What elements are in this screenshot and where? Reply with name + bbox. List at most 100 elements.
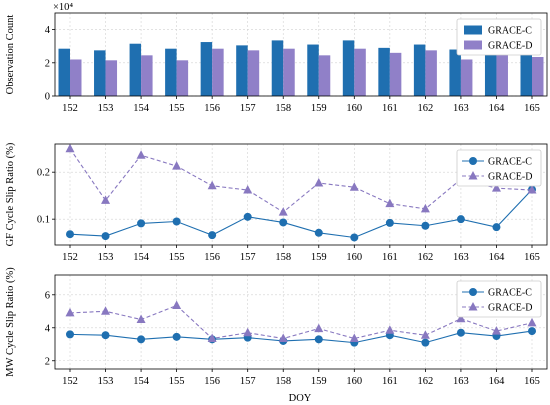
observation-count-panel: 0 2 4 152 153 154 155 156 157 158 159 160 161 162 163 1… xyxy=(5,2,548,114)
x-tick-label: 155 xyxy=(169,376,185,387)
legend-box xyxy=(456,280,542,318)
x-tick-label: 163 xyxy=(453,103,469,114)
x-tick-label: 153 xyxy=(98,376,114,387)
bar-grace-c xyxy=(58,48,70,96)
point-grace-d xyxy=(172,300,182,310)
x-tick-label: 162 xyxy=(418,252,434,263)
legend: GRACE-C GRACE-D xyxy=(456,18,542,56)
bar-grace-c xyxy=(129,43,142,96)
x-tick-label: 160 xyxy=(346,103,362,114)
point-grace-c xyxy=(492,223,501,232)
point-grace-d xyxy=(101,306,111,315)
bar-grace-c xyxy=(449,49,461,96)
bar-grace-d xyxy=(141,55,153,96)
x-tick-label: 153 xyxy=(98,103,114,114)
point-grace-c xyxy=(172,332,181,341)
point-grace-c xyxy=(421,338,430,347)
bar-grace-c xyxy=(342,40,355,96)
legend-label-grace-c: GRACE-C xyxy=(488,26,532,37)
bar-grace-d xyxy=(283,48,295,96)
x-tick-label: 155 xyxy=(169,252,185,263)
x-tick-label: 162 xyxy=(418,376,434,387)
point-grace-c xyxy=(137,335,146,344)
point-grace-c xyxy=(101,331,110,340)
point-grace-d xyxy=(207,333,217,342)
x-tick-label: 157 xyxy=(240,376,256,387)
y-tick-label: 2 xyxy=(45,356,50,367)
point-grace-c xyxy=(456,215,465,224)
bar-grace-d xyxy=(389,52,402,96)
x-tick-label: 154 xyxy=(133,103,150,114)
x-tick-label: 161 xyxy=(382,103,398,114)
point-grace-d xyxy=(349,333,359,342)
x-tick-label: 165 xyxy=(524,376,540,387)
point-grace-d xyxy=(65,307,75,317)
point-grace-c xyxy=(314,335,323,344)
point-grace-d xyxy=(527,185,537,194)
legend-label-grace-c: GRACE-C xyxy=(488,288,532,299)
legend-label-grace-d: GRACE-D xyxy=(488,303,532,314)
bar-grace-d xyxy=(70,59,82,96)
legend-marker-grace-d xyxy=(468,171,478,180)
point-grace-d xyxy=(314,323,324,333)
x-tick-label: 157 xyxy=(240,103,256,114)
point-grace-d xyxy=(420,330,430,339)
x-axis-label: DOY xyxy=(289,393,312,404)
y-axis-label: GF Cycle Slip Ratio (%) xyxy=(5,142,16,246)
bar-grace-c xyxy=(236,45,248,96)
point-grace-d xyxy=(243,185,253,194)
x-tick-label: 165 xyxy=(524,103,540,114)
x-tick-label: 153 xyxy=(98,252,114,263)
point-grace-c xyxy=(101,232,110,241)
point-grace-c xyxy=(385,218,394,227)
point-grace-d xyxy=(385,198,395,208)
bar-grace-c xyxy=(484,44,497,96)
legend-label-grace-c: GRACE-C xyxy=(488,157,532,168)
point-grace-d xyxy=(136,314,146,324)
y-axis-label: Observation Count xyxy=(5,15,16,95)
x-tick-label: 161 xyxy=(382,252,398,263)
legend-swatch-grace-c xyxy=(464,25,482,35)
series-line-grace-d xyxy=(69,148,533,213)
x-tick-label: 152 xyxy=(62,376,78,387)
point-grace-c xyxy=(172,217,181,226)
x-tick-label: 161 xyxy=(382,376,398,387)
x-tick-label: 163 xyxy=(453,252,469,263)
bar-grace-d xyxy=(176,60,189,96)
mw-slip-ratio-panel: 2 4 6 152 153 154 155 156 157 158 159 160 161 162 163 1… xyxy=(5,267,548,387)
x-tick-label: 152 xyxy=(62,252,78,263)
legend-marker-grace-c xyxy=(469,157,477,165)
legend-box xyxy=(456,149,542,187)
x-tick-label: 158 xyxy=(275,103,291,114)
y-tick-label: 2 xyxy=(45,58,50,69)
x-tick-label: 160 xyxy=(346,376,362,387)
point-grace-c xyxy=(314,228,323,237)
x-tick-label: 155 xyxy=(169,103,185,114)
y-tick-label: 0 xyxy=(45,92,50,103)
x-tick-label: 164 xyxy=(489,376,506,387)
x-tick-label: 164 xyxy=(489,103,506,114)
series-line-grace-c xyxy=(69,189,533,239)
y-tick-label: 6 xyxy=(45,290,50,301)
point-grace-c xyxy=(66,330,74,339)
x-tick-label: 165 xyxy=(524,252,540,263)
bar-grace-c xyxy=(165,48,177,96)
y-tick-label: 4 xyxy=(45,323,51,334)
bar-grace-c xyxy=(378,47,390,96)
bar-grace-d xyxy=(354,48,366,96)
point-grace-c xyxy=(137,219,146,228)
bar-grace-c xyxy=(200,42,213,96)
point-grace-c xyxy=(208,231,217,240)
point-grace-c xyxy=(421,221,430,230)
series-line-grace-c xyxy=(69,330,533,344)
x-tick-label: 154 xyxy=(133,376,150,387)
series-line-grace-d xyxy=(69,304,533,340)
bar-grace-c xyxy=(413,44,426,96)
x-tick-label: 156 xyxy=(204,103,220,114)
point-grace-d xyxy=(491,326,501,335)
legend: GRACE-C GRACE-D xyxy=(456,149,542,187)
x-tick-label: 152 xyxy=(62,103,78,114)
x-tick-label: 164 xyxy=(489,252,506,263)
x-tick-label: 154 xyxy=(133,252,150,263)
bar-grace-c xyxy=(520,51,532,96)
